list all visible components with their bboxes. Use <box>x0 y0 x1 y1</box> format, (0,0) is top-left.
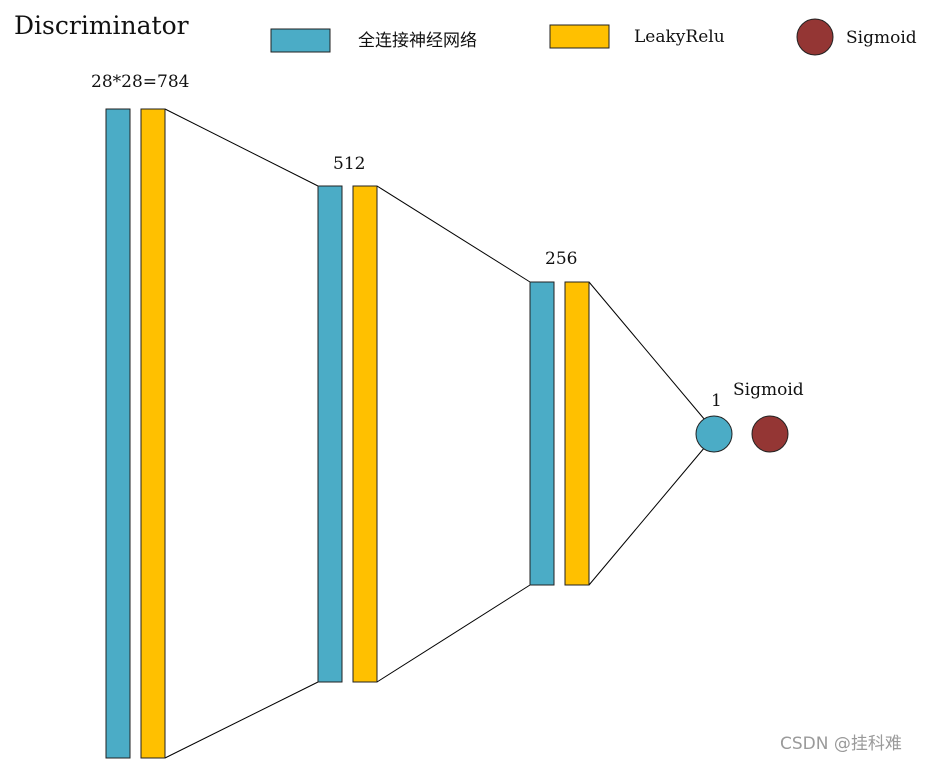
output-activation-label: Sigmoid <box>733 380 804 400</box>
layer-hidden-2: 256 <box>529 249 590 586</box>
connection-line <box>376 185 531 283</box>
legend-fc-swatch <box>270 28 331 53</box>
output-size-label: 1 <box>711 391 722 411</box>
connection-line <box>588 446 706 586</box>
connection-line <box>164 108 319 187</box>
legend-leaky-swatch <box>549 24 610 49</box>
diagram-title: Discriminator <box>14 11 189 40</box>
legend-leaky-label: LeakyRelu <box>634 27 725 47</box>
output-sigmoid-node <box>751 415 789 453</box>
legend-sigmoid-label: Sigmoid <box>846 28 917 48</box>
connection-line <box>164 681 319 759</box>
hidden2-leaky-bar <box>564 281 590 586</box>
connection-line <box>588 281 706 421</box>
layer-input: 28*28=784 <box>91 72 189 759</box>
output-fc-node <box>695 415 733 453</box>
hidden2-fc-bar <box>529 281 555 586</box>
connection-line <box>376 584 531 683</box>
legend-sigmoid-swatch <box>796 18 834 56</box>
input-leaky-bar <box>140 108 166 759</box>
input-size-label: 28*28=784 <box>91 72 189 92</box>
connections <box>164 108 706 759</box>
legend-fc-label: 全连接神经网络 <box>358 31 477 51</box>
hidden1-leaky-bar <box>352 185 378 683</box>
layer-hidden-1: 512 <box>317 154 378 683</box>
hidden2-size-label: 256 <box>545 249 577 269</box>
legend: 全连接神经网络 LeakyRelu Sigmoid <box>270 18 917 56</box>
hidden1-fc-bar <box>317 185 343 683</box>
input-fc-bar <box>105 108 131 759</box>
layer-output: 1 Sigmoid <box>695 380 804 453</box>
hidden1-size-label: 512 <box>333 154 365 174</box>
watermark: CSDN @挂科难 <box>780 734 902 754</box>
